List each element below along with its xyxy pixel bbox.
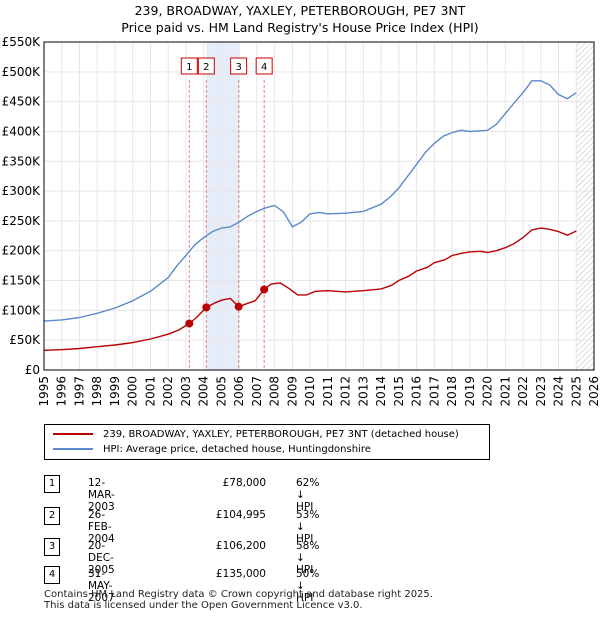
x-tick-label: 2026 (587, 376, 600, 407)
shaded-period (206, 42, 239, 370)
legend-item-property: 239, BROADWAY, YAXLEY, PETERBOROUGH, PE7… (53, 428, 459, 442)
sale-price: £104,995 (215, 509, 266, 521)
x-tick-label: 2020 (481, 376, 495, 407)
sale-marker-box (230, 57, 248, 75)
x-tick-label: 2024 (552, 376, 566, 407)
plot-frame (43, 41, 595, 371)
y-tick-label: £100K (2, 303, 42, 317)
sale-number-badge: 2 (44, 507, 60, 525)
sale-point (260, 285, 269, 294)
x-tick-label: 2011 (321, 376, 335, 407)
sale-point (202, 303, 211, 312)
x-tick-label: 2022 (516, 376, 530, 407)
title-subtitle: Price paid vs. HM Land Registry's House … (121, 20, 479, 35)
x-tick-label: 2008 (268, 376, 282, 407)
sale-marker-label: 1 (186, 62, 192, 73)
legend-label-hpi: HPI: Average price, detached house, Hunt… (103, 444, 371, 455)
y-tick-label: £350K (2, 154, 42, 168)
y-tick-label: £50K (9, 333, 41, 347)
x-tick-label: 2013 (356, 376, 370, 407)
x-tick-label: 2002 (161, 376, 175, 407)
sale-number-badge: 4 (44, 566, 60, 584)
sale-date: 26-FEB-2004 (88, 509, 115, 545)
sale-date: 12-MAR-2003 (88, 477, 115, 513)
price-chart: £0 £50K £100K £150K £200K £250K £300K £350K £400… (2, 35, 600, 407)
x-tick-label: 2023 (534, 376, 548, 407)
sale-date: 31-MAY-2007 (88, 568, 115, 604)
x-tick-label: 2017 (427, 376, 441, 407)
y-tick-label: £200K (2, 244, 42, 258)
legend-item-hpi: HPI: Average price, detached house, Hunt… (53, 443, 371, 457)
x-tick-label: 2004 (197, 376, 211, 407)
sale-point (185, 319, 194, 328)
x-tick-label: 2010 (303, 376, 317, 407)
x-tick-label: 1995 (37, 376, 51, 407)
sale-price: £78,000 (222, 477, 266, 489)
y-tick-label: £150K (2, 274, 42, 288)
x-tick-label: 2025 (569, 376, 583, 407)
sale-price: £106,200 (215, 540, 266, 552)
sale-marker-label: 2 (203, 62, 209, 73)
sale-marker-label: 4 (261, 62, 267, 73)
x-tick-label: 1998 (90, 376, 104, 407)
x-tick-label: 2016 (410, 376, 424, 407)
sale-hpi-diff: 62% ↓ HPI (296, 477, 320, 513)
sale-number-badge: 1 (44, 475, 60, 493)
legend-swatch-property (53, 433, 93, 435)
sale-marker-box (180, 57, 198, 75)
x-tick-label: 2018 (445, 376, 459, 407)
sale-hpi-diff: 58% ↓ HPI (296, 540, 320, 576)
x-tick-label: 2000 (126, 376, 140, 407)
y-tick-label: £0 (25, 363, 40, 377)
chart-title: 239, BROADWAY, YAXLEY, PETERBOROUGH, PE7… (0, 2, 600, 36)
y-tick-label: £250K (2, 214, 42, 228)
hpi-line (43, 80, 577, 322)
y-tick-label: £300K (2, 184, 42, 198)
title-address: 239, BROADWAY, YAXLEY, PETERBOROUGH, PE7… (134, 3, 466, 18)
y-tick-label: £500K (2, 65, 42, 79)
footer-line: Contains HM Land Registry data © Crown c… (44, 589, 433, 600)
sale-marker-label: 3 (235, 62, 241, 73)
x-tick-label: 2001 (143, 376, 157, 407)
y-tick-label: £400K (2, 124, 42, 138)
x-tick-label: 2009 (285, 376, 299, 407)
x-tick-label: 2007 (250, 376, 264, 407)
property-price-line (43, 227, 577, 351)
sale-price: £135,000 (215, 568, 266, 580)
x-tick-label: 2019 (463, 376, 477, 407)
x-tick-label: 1996 (55, 376, 69, 407)
footer-line: This data is licensed under the Open Gov… (44, 600, 363, 611)
x-tick-label: 2003 (179, 376, 193, 407)
x-tick-label: 2012 (339, 376, 353, 407)
sale-number-badge: 3 (44, 538, 60, 556)
y-tick-label: £550K (2, 35, 42, 49)
plot-area (44, 42, 594, 370)
x-tick-label: 2015 (392, 376, 406, 407)
footer-attribution: Contains HM Land Registry data © Crown c… (44, 589, 433, 611)
x-tick-label: 1997 (72, 376, 86, 407)
sale-marker-box (197, 57, 215, 75)
sale-hpi-diff: 53% ↓ HPI (296, 509, 320, 545)
x-tick-label: 2014 (374, 376, 388, 407)
y-tick-label: £450K (2, 95, 42, 109)
legend-label-property: 239, BROADWAY, YAXLEY, PETERBOROUGH, PE7… (103, 429, 459, 440)
sale-hpi-diff: 50% ↓ HPI (296, 568, 320, 604)
x-tick-label: 2021 (498, 376, 512, 407)
legend-swatch-hpi (53, 448, 93, 450)
legend: 239, BROADWAY, YAXLEY, PETERBOROUGH, PE7… (44, 424, 490, 460)
forecast-region (576, 42, 594, 370)
sale-marker-box (255, 57, 273, 75)
x-tick-label: 2005 (214, 376, 228, 407)
sale-date: 20-DEC-2005 (88, 540, 115, 576)
x-tick-label: 1999 (108, 376, 122, 407)
sale-point (234, 302, 243, 311)
x-tick-label: 2006 (232, 376, 246, 407)
